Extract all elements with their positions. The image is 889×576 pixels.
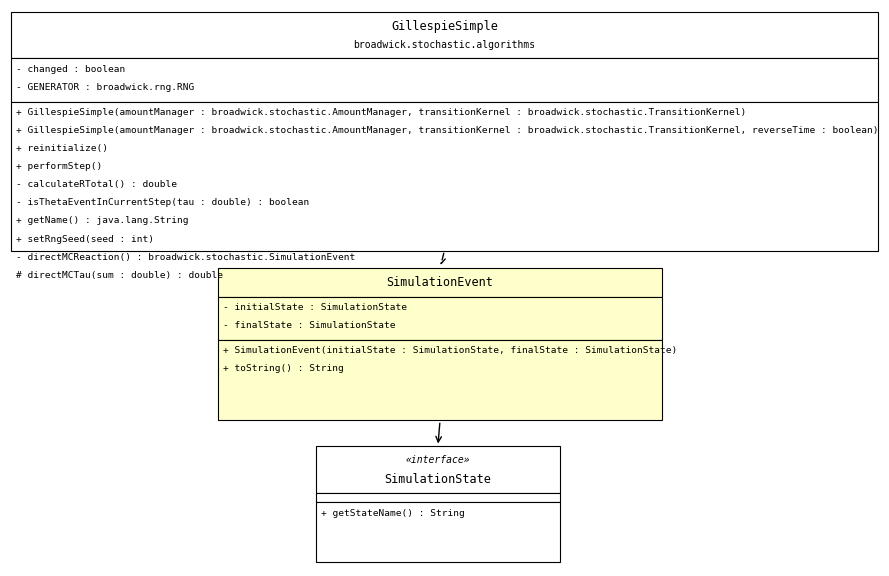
Text: + performStep(): + performStep() [16, 162, 102, 171]
Text: + GillespieSimple(amountManager : broadwick.stochastic.AmountManager, transition: + GillespieSimple(amountManager : broadw… [16, 108, 746, 117]
Text: - calculateRTotal() : double: - calculateRTotal() : double [16, 180, 177, 190]
Bar [11, 59, 878, 102]
Bar [316, 502, 560, 562]
Text: SimulationState: SimulationState [384, 473, 492, 486]
Text: + reinitialize(): + reinitialize() [16, 144, 108, 153]
Text: - isThetaEventInCurrentStep(tau : double) : boolean: - isThetaEventInCurrentStep(tau : double… [16, 198, 309, 207]
Text: + setRngSeed(seed : int): + setRngSeed(seed : int) [16, 234, 154, 244]
Bar [11, 102, 878, 251]
Text: + GillespieSimple(amountManager : broadwick.stochastic.AmountManager, transition: + GillespieSimple(amountManager : broadw… [16, 126, 878, 135]
Text: + SimulationEvent(initialState : SimulationState, finalState : SimulationState): + SimulationEvent(initialState : Simulat… [223, 346, 677, 355]
Text: GillespieSimple: GillespieSimple [391, 20, 498, 33]
Text: - initialState : SimulationState: - initialState : SimulationState [223, 303, 407, 312]
Text: - changed : boolean: - changed : boolean [16, 65, 125, 74]
Bar [218, 340, 662, 420]
Text: - GENERATOR : broadwick.rng.RNG: - GENERATOR : broadwick.rng.RNG [16, 83, 195, 92]
Bar [11, 12, 878, 59]
Text: - finalState : SimulationState: - finalState : SimulationState [223, 321, 396, 330]
Bar [316, 494, 560, 502]
Bar [218, 297, 662, 340]
Text: broadwick.stochastic.algorithms: broadwick.stochastic.algorithms [354, 40, 535, 50]
Bar [316, 446, 560, 494]
Text: + getName() : java.lang.String: + getName() : java.lang.String [16, 217, 188, 225]
Text: «interface»: «interface» [405, 456, 470, 465]
Text: + toString() : String: + toString() : String [223, 365, 344, 373]
Text: SimulationEvent: SimulationEvent [387, 276, 493, 289]
Text: - directMCReaction() : broadwick.stochastic.SimulationEvent: - directMCReaction() : broadwick.stochas… [16, 252, 356, 262]
Text: # directMCTau(sum : double) : double: # directMCTau(sum : double) : double [16, 271, 223, 279]
Bar [218, 268, 662, 297]
Text: + getStateName() : String: + getStateName() : String [321, 509, 465, 518]
